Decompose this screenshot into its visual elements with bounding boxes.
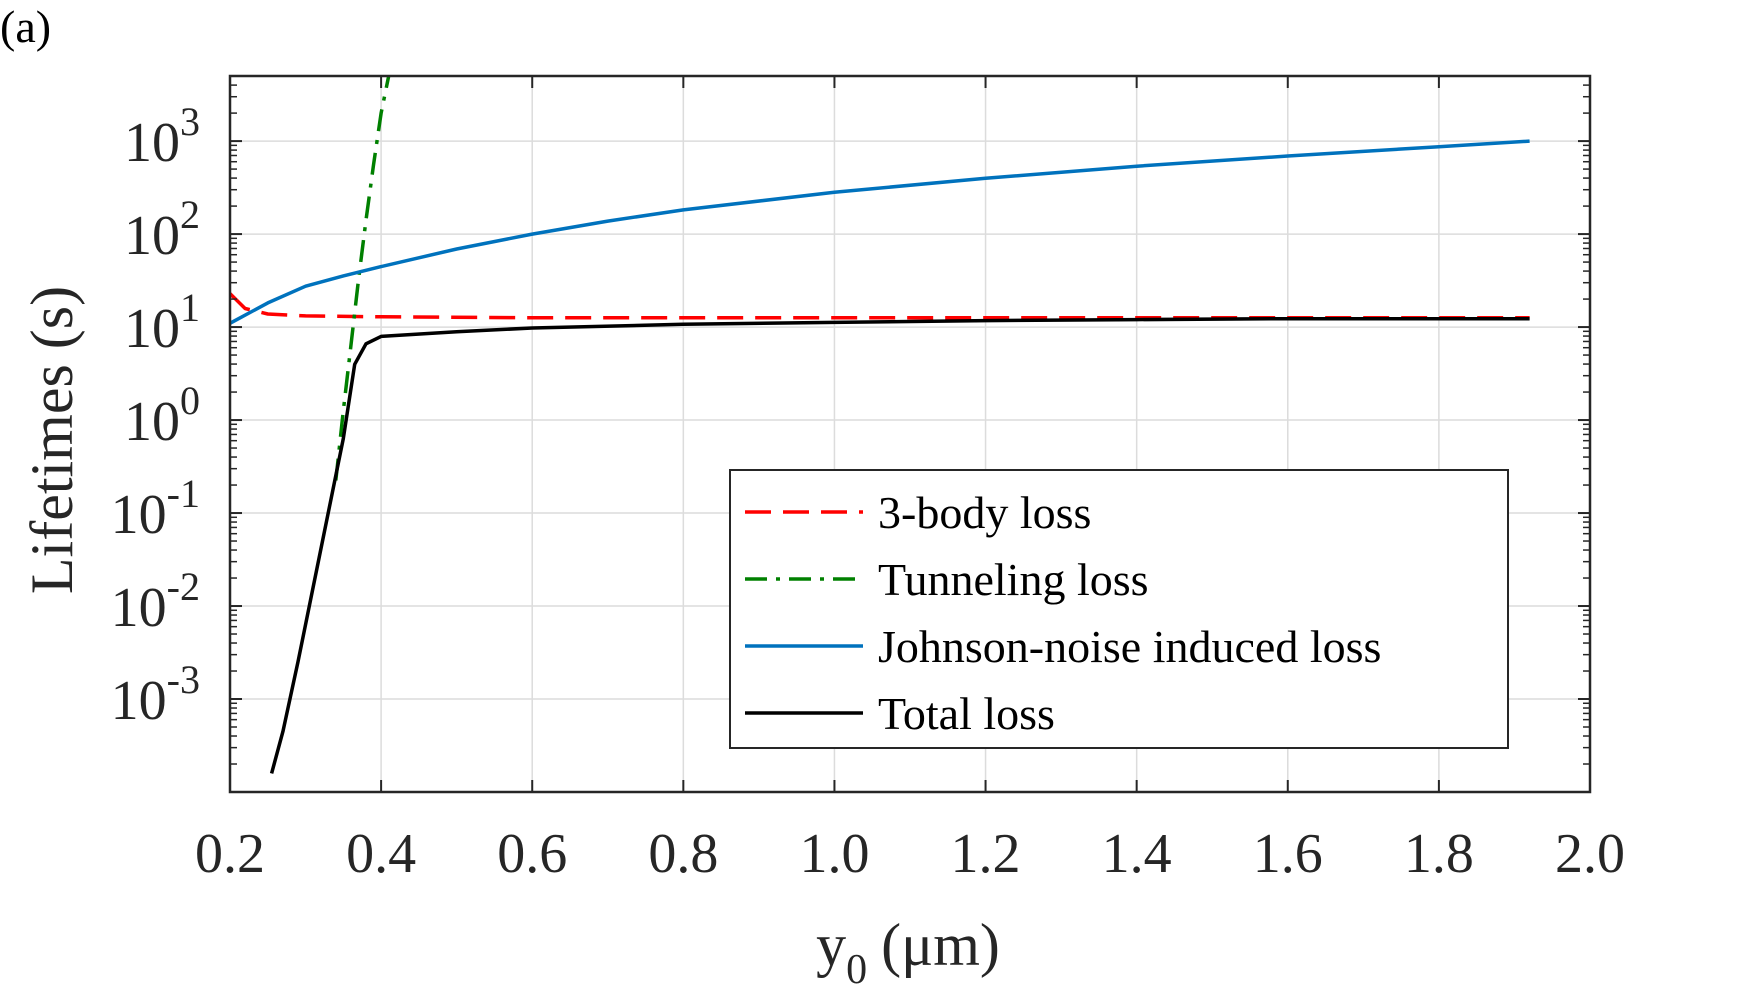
y-tick-label: 101	[124, 285, 200, 360]
legend-box	[729, 469, 1509, 749]
series-line-johnson-noise-induced-loss	[230, 139, 1530, 325]
x-tick-label: 0.8	[648, 823, 718, 885]
x-tick-label: 0.4	[346, 823, 416, 885]
x-tick-label: 0.6	[497, 823, 567, 885]
legend-label: Total loss	[878, 688, 1055, 739]
x-axis-label-sub: 0	[846, 947, 867, 993]
series-line-total-loss	[269, 316, 1530, 774]
series-lines	[230, 76, 1530, 774]
x-tick-label: 0.2	[195, 823, 265, 885]
y-tick-label: 103	[124, 99, 200, 174]
x-axis-label-main: y	[816, 912, 846, 978]
y-tick-label: 10-3	[111, 657, 200, 732]
legend: 3-body loss Tunneling loss Johnson-noise i…	[729, 469, 1509, 749]
y-axis-label: Lifetimes (s)	[19, 286, 85, 594]
x-tick-label: 2.0	[1555, 823, 1625, 885]
x-tick-labels: 0.2 0.4 0.6 0.8 1.0 1.2 1.4 1.6 1.8 2.0	[195, 823, 1625, 885]
legend-label: Johnson-noise induced loss	[878, 621, 1381, 672]
x-tick-label: 1.2	[951, 823, 1021, 885]
x-tick-label: 1.4	[1102, 823, 1172, 885]
y-tick-label: 10-1	[111, 471, 200, 546]
tick-marks	[229, 75, 1591, 792]
y-tick-label: 100	[124, 378, 200, 453]
y-tick-label: 102	[124, 192, 200, 267]
series-line-3-body-loss	[230, 292, 1530, 320]
x-tick-label: 1.0	[799, 823, 869, 885]
x-axis-label: y0 (μm)	[816, 912, 1000, 993]
y-tick-labels: 103 102 101 100 10-1 10-2 10-3	[111, 99, 200, 732]
series-line-tunneling-loss	[334, 76, 391, 481]
x-axis-label-unit: (μm)	[881, 912, 1000, 978]
panel-label: (a)	[0, 1, 51, 52]
x-tick-label: 1.8	[1404, 823, 1474, 885]
legend-label: Tunneling loss	[878, 554, 1149, 605]
y-tick-label: 10-2	[111, 564, 200, 639]
legend-label: 3-body loss	[878, 487, 1091, 538]
x-tick-label: 1.6	[1253, 823, 1323, 885]
